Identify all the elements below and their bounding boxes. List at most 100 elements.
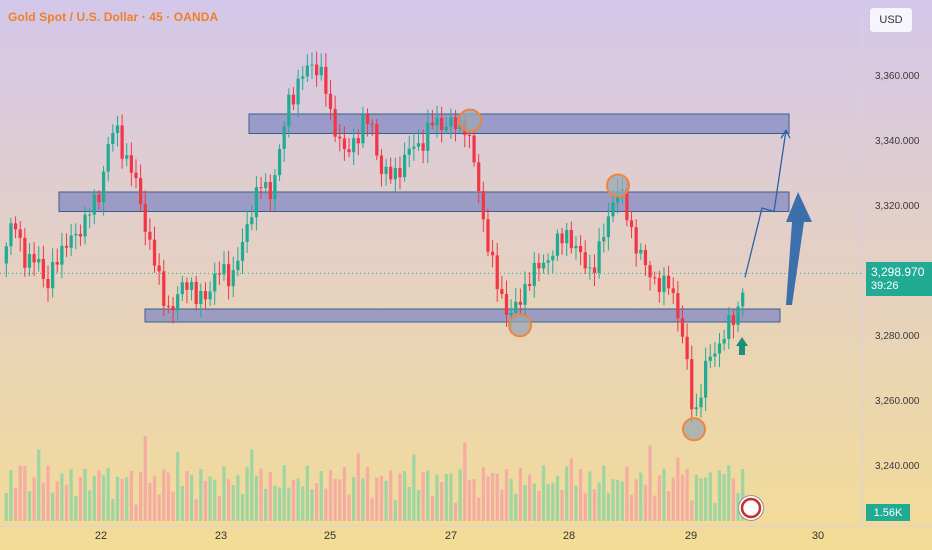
volume-bar [653, 495, 657, 521]
swing-point-marker [606, 173, 630, 198]
x-tick-label: 30 [812, 530, 824, 542]
currency-button[interactable]: USD [869, 7, 913, 33]
bar-countdown: 39:26 [871, 280, 899, 292]
candle-body [657, 277, 661, 292]
candle-body [199, 291, 203, 305]
candle-body [375, 123, 379, 156]
price-zone [144, 308, 781, 323]
volume-bar [208, 476, 212, 521]
y-tick-label: 3,340.000 [875, 136, 920, 147]
candle-body [226, 264, 231, 287]
volume-bar [375, 477, 379, 521]
candle-body [37, 258, 41, 263]
candle-body [430, 122, 435, 126]
candle-body [139, 178, 143, 205]
volume-bar [453, 502, 458, 521]
last-price-value: 3,298.970 [871, 265, 925, 279]
candle-body [347, 149, 351, 153]
x-tick-label: 23 [215, 530, 227, 542]
volume-bar [64, 484, 69, 521]
volume-bar [569, 458, 573, 521]
price-zone [58, 191, 790, 212]
candle-body [250, 217, 254, 225]
candle-body [23, 237, 27, 268]
candle-body [472, 135, 476, 163]
green-up-arrow-icon [736, 337, 748, 355]
candle-body [92, 194, 96, 215]
volume-bar [444, 474, 448, 521]
volume-bar [680, 474, 685, 521]
volume-bar [199, 468, 203, 521]
candle-body [157, 265, 161, 272]
candle-body [578, 245, 583, 253]
volume-bar [125, 477, 129, 521]
volume-bar [46, 465, 50, 521]
volume-bar [259, 468, 263, 521]
candle-body [509, 312, 513, 316]
volume-bar [704, 477, 708, 521]
candle-body [680, 318, 685, 337]
y-tick-label: 3,280.000 [875, 331, 920, 342]
volume-bar [291, 480, 296, 521]
candle-body [435, 117, 439, 126]
x-tick-label: 22 [95, 530, 107, 542]
candle-body [639, 249, 643, 254]
volume-bar [333, 478, 337, 521]
swing-point-marker [458, 108, 482, 133]
volume-bar [296, 478, 300, 521]
volume-bar [115, 476, 120, 521]
volume-bar [305, 465, 309, 521]
volume-bar [370, 498, 374, 521]
volume-bar [481, 467, 485, 521]
volume-bar [203, 480, 208, 521]
volume-bar [398, 473, 402, 521]
candle-body [500, 289, 504, 295]
candle-body [407, 148, 411, 155]
volume-bar [731, 478, 736, 521]
volume-bar [421, 471, 425, 521]
volume-bar [41, 482, 45, 521]
volume-bar [722, 474, 726, 521]
volume-bar [83, 468, 87, 521]
candle-body [662, 275, 666, 292]
candle-body [555, 233, 560, 256]
volume-bar [273, 485, 277, 521]
volume-bar [574, 485, 578, 521]
volume-bar [616, 479, 620, 521]
volume-bar [282, 465, 286, 521]
candle-body [741, 292, 745, 307]
x-tick-label: 27 [445, 530, 457, 542]
candle-body [731, 315, 736, 325]
volume-bar [78, 477, 83, 521]
candle-body [13, 223, 18, 230]
candle-body [629, 220, 634, 228]
volume-bar [301, 486, 305, 521]
volume-bar [194, 499, 198, 521]
us-flag-icon[interactable] [738, 495, 764, 521]
volume-bar [324, 488, 328, 521]
volume-bar [37, 449, 41, 521]
volume-bar [162, 469, 166, 521]
volume-bar [458, 469, 462, 521]
projection-path [744, 130, 787, 278]
volume-bar [365, 466, 370, 521]
candle-body [541, 262, 546, 269]
volume-bar [435, 474, 439, 521]
volume-bar [565, 466, 569, 521]
volume-bar [578, 469, 583, 521]
volume-bar [352, 477, 356, 521]
volume-bar [106, 467, 110, 521]
volume-bar [741, 468, 745, 521]
volume-bar [588, 471, 592, 521]
volume-bar [504, 469, 509, 521]
candle-body [449, 117, 453, 127]
volume-bar [625, 466, 629, 521]
candle-body [310, 64, 314, 66]
candle-body [51, 262, 55, 289]
volume-bar [685, 468, 689, 521]
volume-bar [347, 494, 351, 521]
candle-body [370, 123, 374, 125]
candle-body [101, 171, 106, 203]
candle-body [9, 223, 13, 247]
